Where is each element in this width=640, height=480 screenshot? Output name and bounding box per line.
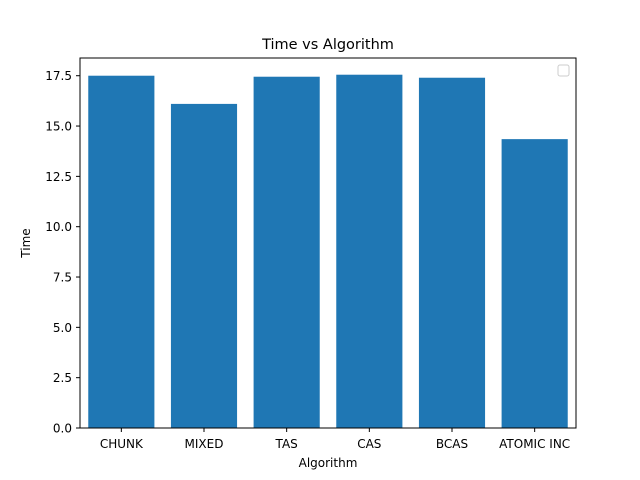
bars-group <box>88 74 568 429</box>
x-tick-label: MIXED <box>185 437 224 451</box>
y-tick-label: 17.5 <box>45 69 72 83</box>
x-tick-label: CHUNK <box>100 437 144 451</box>
plot-frame <box>79 57 577 429</box>
x-tick-label: BCAS <box>436 437 468 451</box>
y-tick-label: 7.5 <box>53 271 72 285</box>
bar-chunk <box>88 75 155 428</box>
x-tick-label: ATOMIC INC <box>499 437 570 451</box>
y-tick-label: 5.0 <box>53 321 72 335</box>
y-tick-label: 12.5 <box>45 170 72 184</box>
chart-title: Time vs Algorithm <box>261 37 394 53</box>
y-tick-label: 10.0 <box>45 220 72 234</box>
y-axis-ticks: 0.0 2.5 5.0 7.5 10.0 12.5 15.0 17.5 <box>45 69 80 436</box>
y-tick-label: 15.0 <box>45 120 72 134</box>
legend-box <box>557 64 570 77</box>
bar-mixed <box>170 103 238 429</box>
bar-atomic-inc <box>501 139 568 428</box>
bar-bcas <box>418 77 486 428</box>
y-tick-label: 0.0 <box>53 422 72 436</box>
x-axis-ticks: CHUNK MIXED TAS CAS BCAS ATOMIC INC <box>100 428 570 451</box>
bar-tas <box>253 76 320 428</box>
x-axis-label: Algorithm <box>299 456 358 470</box>
y-axis-label: Time <box>19 228 33 258</box>
x-tick-label: TAS <box>275 437 298 451</box>
x-tick-label: CAS <box>357 437 381 451</box>
y-tick-label: 2.5 <box>53 371 72 385</box>
bar-cas <box>336 74 403 429</box>
